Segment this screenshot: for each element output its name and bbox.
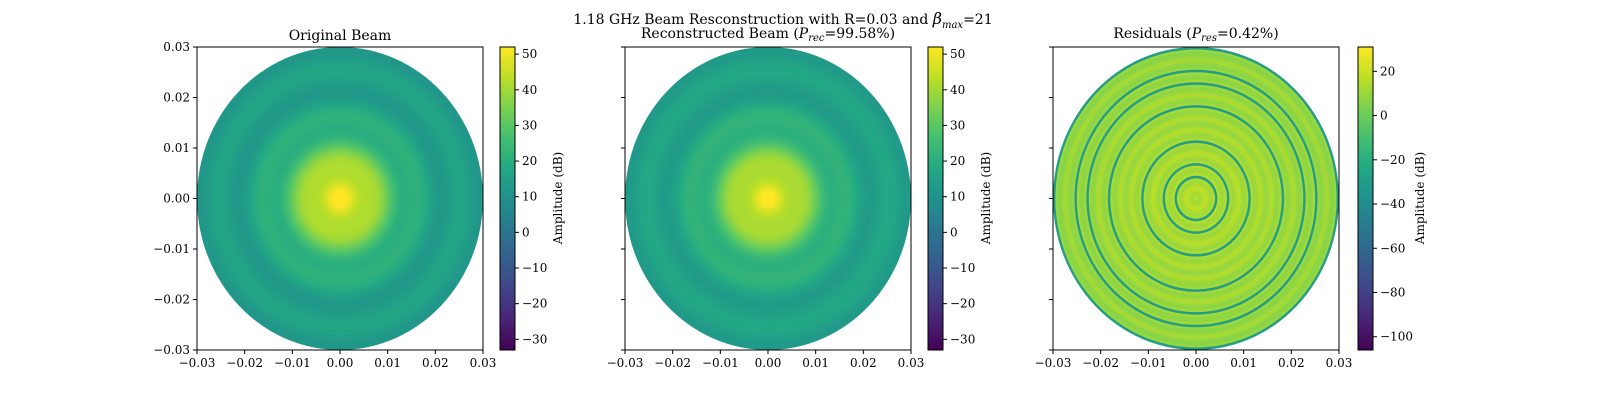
x-tick-label: 0.00 xyxy=(327,356,354,370)
colorbar-tick-label: 50 xyxy=(522,47,537,61)
panel-title-reconstructed: Reconstructed Beam (Prec=99.58%) xyxy=(641,26,895,44)
colorbar-tick-label: −20 xyxy=(1380,153,1405,167)
x-tick-label: 0.03 xyxy=(898,356,925,370)
y-tick-label: −0.01 xyxy=(153,242,190,256)
figure-suptitle: 1.18 GHz Beam Resconstruction with R=0.0… xyxy=(573,9,992,31)
x-tick-label: 0.02 xyxy=(850,356,877,370)
colorbar-tick-label: 0 xyxy=(950,225,958,239)
panel-title-original: Original Beam xyxy=(289,28,392,44)
colorbar-tick-label: −60 xyxy=(1380,241,1405,255)
panel-title-residuals: Residuals (Pres=0.42%) xyxy=(1113,26,1278,44)
colorbar-tick-label: 0 xyxy=(522,225,530,239)
x-tick-label: −0.03 xyxy=(1035,356,1072,370)
colorbar-tick-label: 20 xyxy=(950,154,965,168)
colorbar-tick-label: 10 xyxy=(522,190,537,204)
colorbar-tick-label: −80 xyxy=(1380,285,1405,299)
x-tick-label: −0.02 xyxy=(226,356,263,370)
colorbar-label-residuals: Amplitude (dB) xyxy=(1413,152,1427,245)
x-tick-label: 0.01 xyxy=(1230,356,1257,370)
x-tick-label: −0.03 xyxy=(179,356,216,370)
x-ticks-original: −0.03 −0.02 −0.01 0.00 0.01 0.02 0.03 xyxy=(179,350,497,370)
y-tick-label: 0.02 xyxy=(163,91,190,105)
colorbar-label-reconstructed: Amplitude (dB) xyxy=(979,152,993,245)
panel-reconstructed-beam: Reconstructed Beam (Prec=99.58%) −0.03 −0… xyxy=(607,26,993,370)
colorbar-tick-label: −20 xyxy=(950,297,975,311)
colorbar-tick-label: 20 xyxy=(522,154,537,168)
x-tick-label: 0.01 xyxy=(374,356,401,370)
x-tick-label: −0.01 xyxy=(702,356,739,370)
x-tick-label: −0.01 xyxy=(274,356,311,370)
colorbar-tick-label: 20 xyxy=(1380,64,1395,78)
colorbar-tick-label: 40 xyxy=(522,83,537,97)
heatmap-band xyxy=(765,195,771,202)
colorbar-ticks-residuals: 20 0 −20 −40 −60 −80 −100 xyxy=(1373,64,1413,344)
x-ticks-reconstructed: −0.03 −0.02 −0.01 0.00 0.01 0.02 0.03 xyxy=(607,350,925,370)
x-tick-label: −0.02 xyxy=(1082,356,1119,370)
colorbar-tick-label: −40 xyxy=(1380,197,1405,211)
colorbar-ticks-reconstructed: 50 40 30 20 10 0 −10 −20 −30 xyxy=(943,47,975,346)
panel-residuals: Residuals (Pres=0.42%) −0.03 −0.02 −0.01 0.… xyxy=(1035,26,1427,370)
colorbar-tick-label: 0 xyxy=(1380,109,1388,123)
y-ticks-residuals xyxy=(1049,46,1053,351)
x-tick-label: 0.03 xyxy=(1326,356,1353,370)
panel-original-beam: Original Beam −0.03 −0.02 −0.01 0.00 0.01 0.0… xyxy=(153,28,565,370)
colorbar-residuals xyxy=(1357,46,1374,351)
colorbar-tick-label: 10 xyxy=(950,190,965,204)
colorbar-tick-label: −30 xyxy=(522,332,547,346)
colorbar-reconstructed xyxy=(927,46,944,351)
colorbar-tick-label: −30 xyxy=(950,332,975,346)
x-tick-label: 0.00 xyxy=(755,356,782,370)
x-ticks-residuals: −0.03 −0.02 −0.01 0.00 0.01 0.02 0.03 xyxy=(1035,350,1353,370)
y-tick-label: 0.03 xyxy=(163,40,190,54)
y-tick-label: −0.02 xyxy=(153,293,190,307)
colorbar-tick-label: −10 xyxy=(522,261,547,275)
heatmap-reconstructed xyxy=(625,47,911,350)
x-tick-label: −0.03 xyxy=(607,356,644,370)
colorbar-tick-label: −20 xyxy=(522,297,547,311)
colorbar-tick-label: −10 xyxy=(950,261,975,275)
y-tick-label: 0.00 xyxy=(163,192,190,206)
x-tick-label: 0.00 xyxy=(1183,356,1210,370)
heatmap-band xyxy=(337,195,343,202)
colorbar-tick-label: −100 xyxy=(1380,330,1413,344)
colorbar-tick-label: 50 xyxy=(950,47,965,61)
y-tick-label: 0.01 xyxy=(163,141,190,155)
x-tick-label: 0.01 xyxy=(802,356,829,370)
x-tick-label: 0.02 xyxy=(1278,356,1305,370)
y-ticks-original: 0.03 0.02 0.01 0.00 −0.01 −0.02 −0.03 xyxy=(153,40,197,357)
colorbar-label-original: Amplitude (dB) xyxy=(551,152,565,245)
x-tick-label: 0.03 xyxy=(470,356,497,370)
colorbar-tick-label: 40 xyxy=(950,83,965,97)
heatmap-band xyxy=(1193,195,1199,202)
colorbar-ticks-original: 50 40 30 20 10 0 −10 −20 −30 xyxy=(515,47,547,346)
x-tick-label: 0.02 xyxy=(422,356,449,370)
x-tick-label: −0.02 xyxy=(654,356,691,370)
heatmap-original xyxy=(197,47,483,350)
x-tick-label: −0.01 xyxy=(1130,356,1167,370)
y-tick-label: −0.03 xyxy=(153,343,190,357)
colorbar-original xyxy=(499,46,516,351)
colorbar-tick-label: 30 xyxy=(522,118,537,132)
y-ticks-reconstructed xyxy=(621,46,625,351)
heatmap-residuals xyxy=(1053,47,1339,350)
colorbar-tick-label: 30 xyxy=(950,118,965,132)
